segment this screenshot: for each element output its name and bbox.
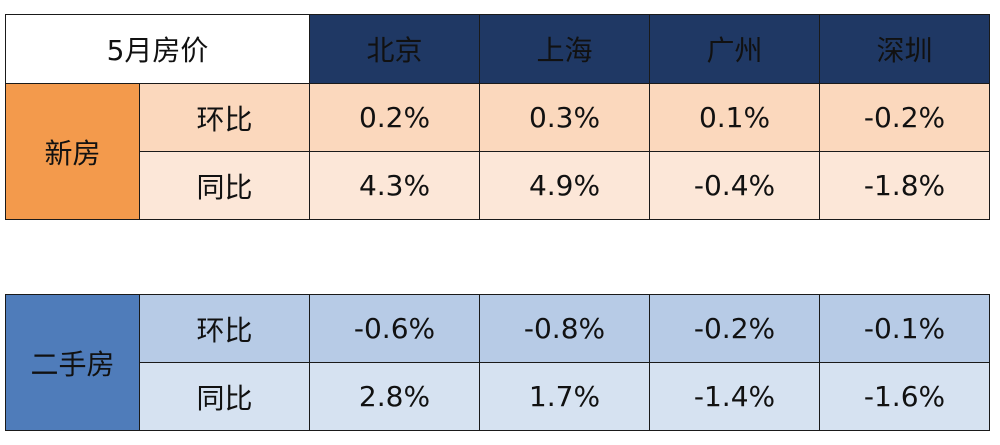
metric-label: 环比 [139, 294, 310, 363]
value-cell: 4.3% [309, 151, 481, 220]
second-hand-price-table: 二手房 环比 -0.6% -0.8% -0.2% -0.1% 同比 2.8% 1… [5, 294, 990, 431]
value-cell: 1.7% [479, 362, 650, 431]
value-cell: -0.6% [309, 294, 480, 363]
table-row: 同比 2.8% 1.7% -1.4% -1.6% [6, 362, 990, 431]
value-cell: -1.6% [819, 362, 990, 431]
section-gap [5, 225, 989, 293]
city-header-beijing: 北京 [309, 14, 481, 84]
metric-label: 环比 [138, 83, 311, 152]
table-title: 5月房价 [4, 14, 311, 84]
table-row: 二手房 环比 -0.6% -0.8% -0.2% -0.1% [5, 294, 990, 431]
value-cell: -1.8% [819, 151, 991, 220]
value-cell: 2.8% [309, 362, 480, 431]
value-cell: -1.4% [649, 362, 820, 431]
category-second-hand: 二手房 [5, 294, 140, 431]
value-cell: -0.4% [649, 151, 821, 220]
city-header-shanghai: 上海 [479, 14, 651, 84]
value-cell: -0.2% [819, 83, 991, 152]
metric-label: 同比 [139, 362, 310, 431]
city-header-shenzhen: 深圳 [819, 14, 991, 84]
category-new-home: 新房 [5, 83, 140, 220]
value-cell: -0.2% [649, 294, 820, 363]
value-cell: 0.2% [309, 83, 481, 152]
table-row: 新房 环比 0.2% 0.3% 0.1% -0.2% [5, 83, 991, 220]
table-row: 同比 4.3% 4.9% -0.4% -1.8% [6, 151, 991, 220]
metric-label: 同比 [138, 151, 311, 220]
value-cell: 4.9% [479, 151, 651, 220]
city-header-guangzhou: 广州 [649, 14, 821, 84]
value-cell: 0.1% [649, 83, 821, 152]
header-row: 5月房价 北京 上海 广州 深圳 [4, 14, 991, 84]
new-home-price-table: 5月房价 北京 上海 广州 深圳 新房 环比 0.2% 0.3% 0.1% -0… [4, 14, 991, 220]
value-cell: 0.3% [479, 83, 651, 152]
value-cell: -0.8% [479, 294, 650, 363]
value-cell: -0.1% [819, 294, 990, 363]
